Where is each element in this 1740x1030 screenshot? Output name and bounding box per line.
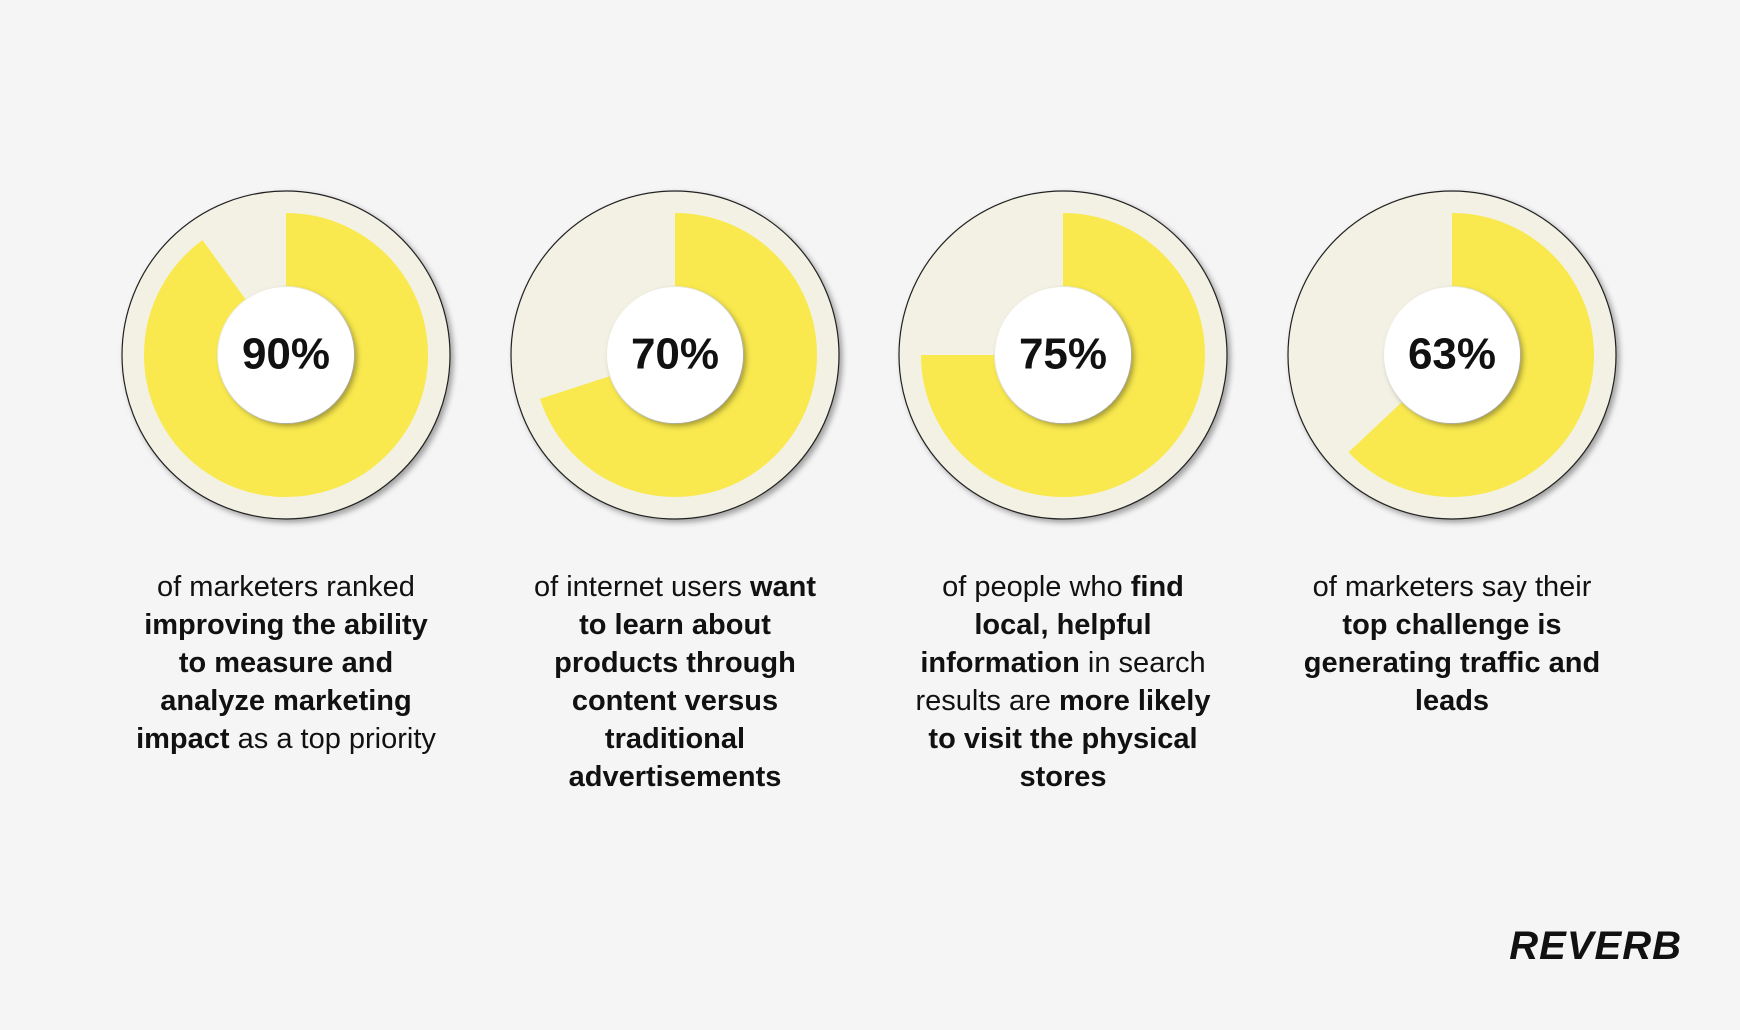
gauge-center — [607, 287, 743, 423]
value-label: 75% — [1019, 330, 1107, 379]
gauge-arc — [539, 213, 817, 497]
gauge-arc — [144, 213, 428, 497]
gauge-arc — [1348, 213, 1594, 497]
gauge-center — [1384, 287, 1520, 423]
value-label: 70% — [631, 330, 719, 379]
caption-bold: want to learn about products through con… — [554, 571, 817, 793]
caption-bold: top challenge is generating traffic and … — [1303, 609, 1601, 717]
brand-logo: REVERB — [1509, 924, 1682, 968]
gauge-center — [995, 287, 1131, 423]
caption: of people who find local, helpful inform… — [913, 568, 1213, 796]
value-label: 90% — [242, 330, 330, 379]
caption: of internet users want to learn about pr… — [525, 568, 825, 796]
caption-text: of people who — [942, 571, 1131, 603]
caption-bold: improving the ability to measure and ana… — [136, 609, 428, 755]
caption: of marketers say their top challenge is … — [1302, 568, 1602, 720]
caption-text: in search results are — [915, 647, 1206, 717]
value-label: 63% — [1408, 330, 1496, 379]
gauge-center — [218, 287, 354, 423]
caption-bold: find local, helpful information — [920, 571, 1184, 679]
caption-bold: more likely to visit the physical stores — [928, 685, 1211, 793]
caption: of marketers ranked improving the abilit… — [136, 568, 436, 758]
gauge-arc — [921, 213, 1205, 497]
caption-text: of internet users — [533, 571, 750, 603]
caption-text: as a top priority — [229, 723, 436, 755]
caption-text: of marketers say their — [1312, 571, 1592, 603]
caption-text: of marketers ranked — [157, 571, 415, 603]
